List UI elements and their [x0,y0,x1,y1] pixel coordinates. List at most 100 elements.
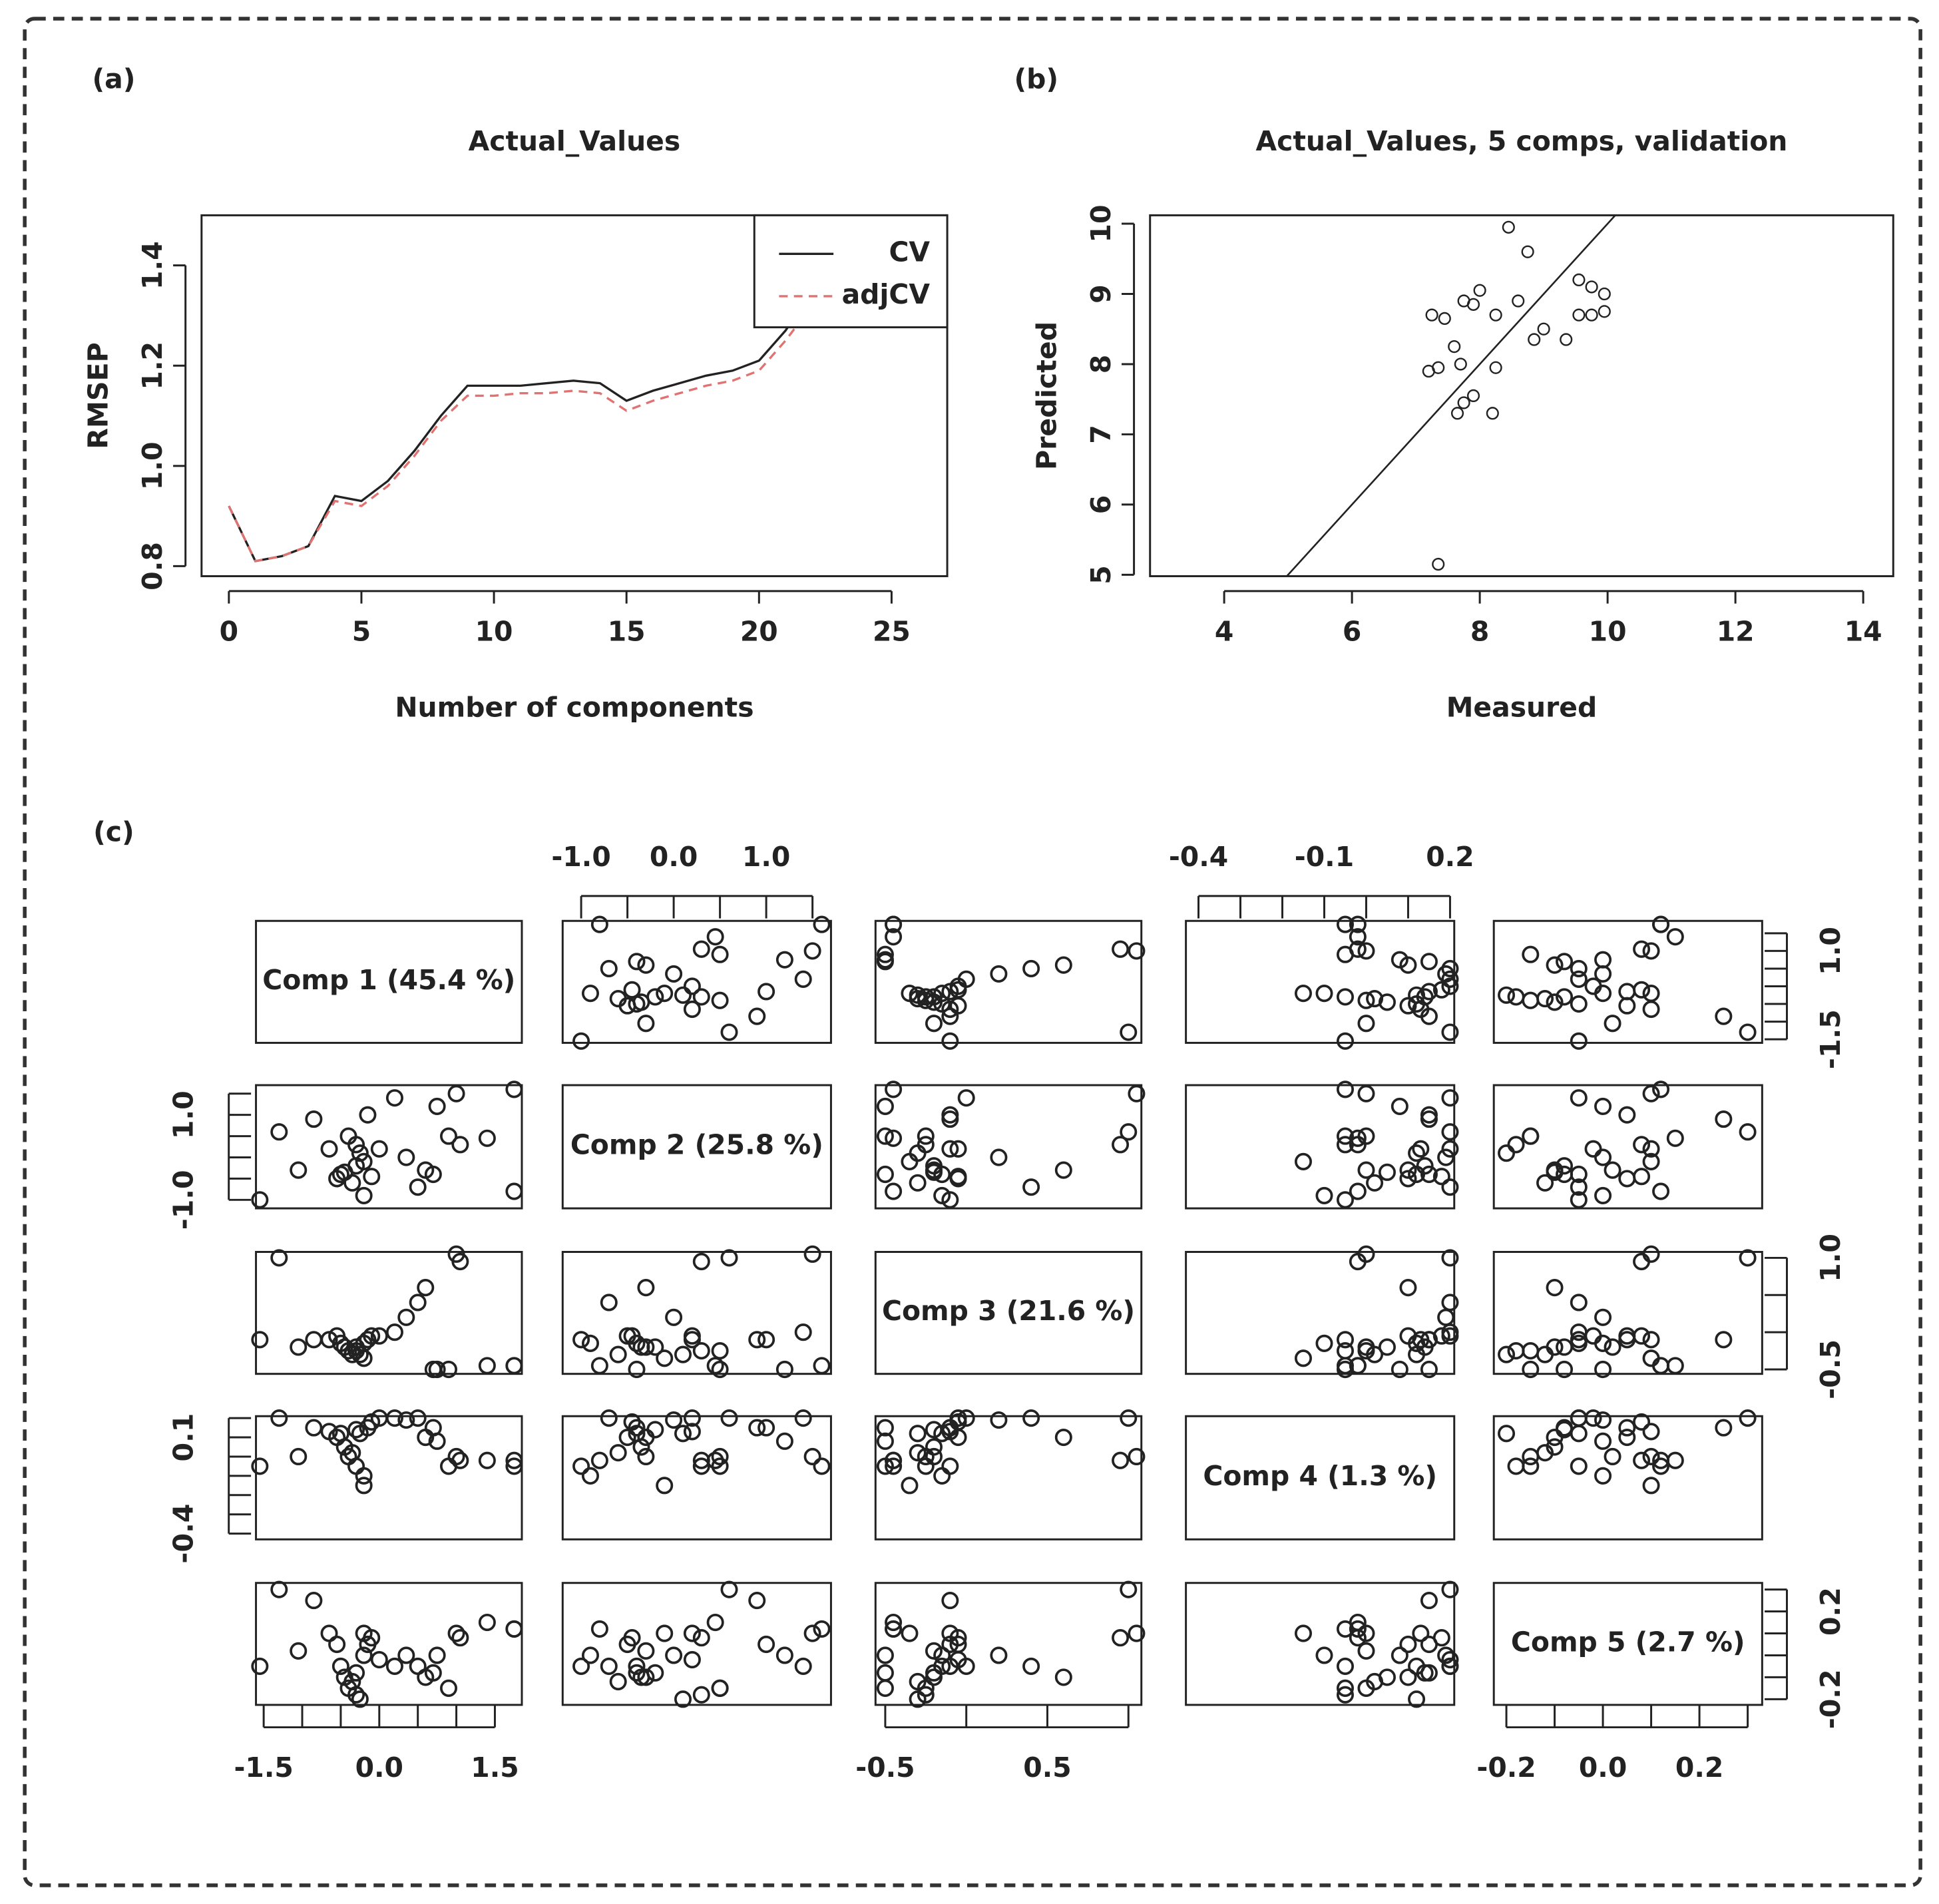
point [1336,1686,1354,1704]
point [1437,1148,1455,1166]
point [270,1409,288,1427]
point [757,1635,775,1654]
point [1112,1136,1130,1154]
point [1537,322,1550,336]
point [941,1591,959,1610]
point [1437,1646,1455,1664]
plot-frame [200,214,949,577]
point [1128,1084,1146,1102]
point [1618,997,1636,1015]
point [1120,1023,1138,1041]
point [1315,1186,1333,1205]
point [637,956,655,974]
point [711,991,729,1009]
point [665,1411,683,1429]
col-axis-label: 0.2 [1675,1752,1723,1784]
point [355,1349,373,1367]
point [385,1657,403,1676]
matrix-panel [874,1251,1143,1375]
matrix-panel [255,1251,523,1375]
point [505,1451,523,1469]
point [478,1357,496,1375]
point [885,1457,903,1475]
point [775,1646,793,1664]
point [1604,1338,1621,1356]
point [447,1447,465,1466]
point [1349,1136,1367,1154]
point [1594,1186,1612,1205]
matrix-panel [1185,919,1456,1044]
point [1412,1624,1430,1642]
point [1604,1015,1621,1033]
point [363,1168,381,1186]
point [632,1438,650,1456]
point [933,1186,951,1205]
point [1349,915,1367,933]
point [1336,1657,1354,1676]
point [711,1447,729,1466]
point [990,1148,1008,1166]
matrix-panel [874,1084,1143,1210]
point [683,1000,701,1019]
point [1556,953,1574,971]
point [347,1457,365,1475]
point [1054,956,1072,974]
point [990,965,1008,983]
y-tick-label: 6 [1085,495,1117,515]
point [1570,1032,1588,1050]
point [1357,1015,1375,1033]
point [1022,1657,1040,1676]
point [692,940,710,958]
point [901,1477,919,1495]
series-line [228,304,813,563]
point [1618,1419,1636,1437]
point [757,1419,775,1437]
point [1416,988,1434,1006]
point [1652,1357,1670,1375]
row-axis-label: 0.1 [168,1413,200,1462]
point [363,1629,381,1647]
point [1336,1331,1354,1349]
x-tick-label: 4 [1215,615,1233,647]
point [1315,1334,1333,1352]
point [609,1672,627,1691]
point [290,1161,308,1179]
panel-label: (a) [92,63,135,95]
point [1522,991,1540,1009]
point [720,1249,738,1267]
point [347,1686,365,1704]
row-axis-label: -1.0 [168,1170,200,1230]
point [572,1032,590,1050]
point [933,985,951,1003]
point [949,1629,967,1647]
point [1336,915,1354,933]
point [1642,985,1660,1003]
variable-label: Comp 3 (21.6 %) [882,1295,1135,1327]
point [1498,1345,1516,1363]
point [917,1457,935,1475]
point [1441,970,1459,988]
point [901,985,919,1003]
x-axis-label: Number of components [395,691,754,723]
point [1556,1165,1574,1184]
point [1498,1425,1516,1443]
point [711,1360,729,1379]
point [351,1690,369,1708]
y-tick-label: 1.4 [136,241,168,290]
point [1466,298,1480,311]
point [417,1279,435,1297]
point [1366,1672,1384,1691]
point [1120,1409,1138,1427]
point [876,1679,894,1697]
point [925,1157,943,1175]
point [1715,1110,1733,1128]
point [1399,1170,1417,1188]
point [775,1360,793,1379]
point [628,1664,646,1682]
point [917,1686,935,1704]
point [505,1620,523,1638]
point [876,1127,894,1145]
point [990,1411,1008,1429]
point [885,1129,903,1147]
point [428,1097,446,1116]
